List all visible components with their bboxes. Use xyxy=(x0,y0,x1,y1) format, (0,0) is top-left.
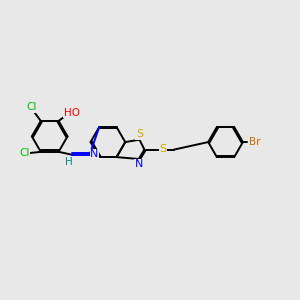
Text: N: N xyxy=(90,149,99,159)
Text: Cl: Cl xyxy=(20,148,30,158)
Text: HO: HO xyxy=(64,108,80,118)
Text: S: S xyxy=(160,144,167,154)
Text: N: N xyxy=(134,159,143,170)
Text: H: H xyxy=(65,157,73,167)
Text: S: S xyxy=(136,129,143,139)
Text: Br: Br xyxy=(249,137,260,147)
Text: Cl: Cl xyxy=(26,102,37,112)
